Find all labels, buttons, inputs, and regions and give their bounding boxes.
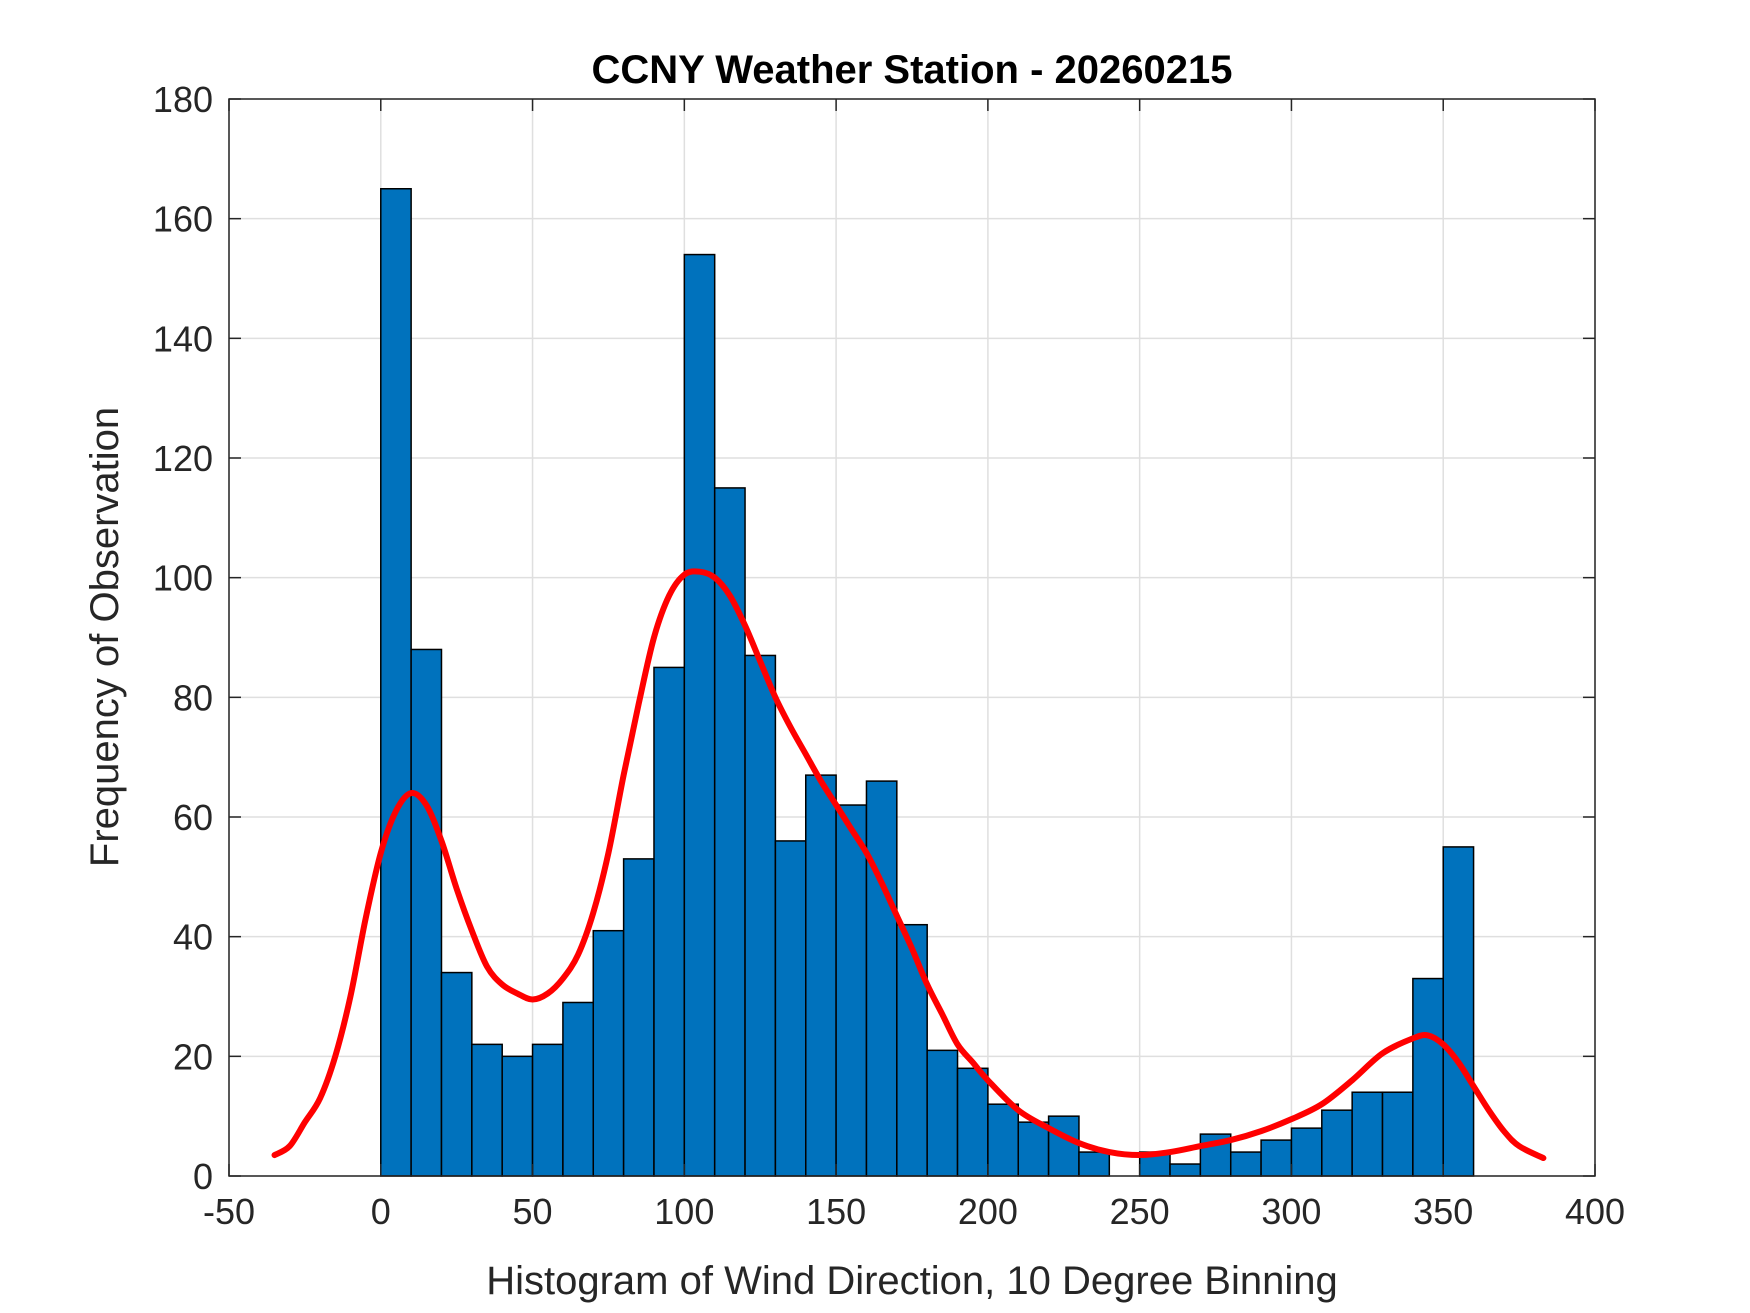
y-tick-label: 180: [153, 79, 213, 120]
y-tick-label: 40: [173, 917, 213, 958]
histogram-bar: [1351, 1091, 1384, 1177]
histogram-bar: [744, 654, 777, 1177]
y-tick-label: 80: [173, 677, 213, 718]
x-tick-label: 150: [806, 1191, 866, 1232]
y-tick-label: 60: [173, 797, 213, 838]
x-tick-label: 300: [1261, 1191, 1321, 1232]
x-tick-label: 0: [371, 1191, 391, 1232]
x-tick-label: 400: [1565, 1191, 1625, 1232]
histogram-bar: [440, 971, 473, 1177]
x-tick-label: 350: [1413, 1191, 1473, 1232]
histogram-bar: [1381, 1091, 1414, 1177]
histogram-bar: [410, 648, 443, 1177]
histogram-bar: [471, 1043, 503, 1177]
histogram-bar: [1412, 977, 1444, 1177]
y-axis-label: Frequency of Observation: [83, 407, 127, 867]
y-tick-label: 20: [173, 1036, 213, 1077]
histogram-bar: [1169, 1163, 1202, 1177]
histogram-bar: [1229, 1151, 1262, 1177]
y-tick-label: 140: [153, 318, 213, 359]
y-tick-labels: 0 20 40 60 80 100 120 140 160 180: [153, 79, 213, 1197]
y-tick-label: 100: [153, 558, 213, 599]
histogram-bar: [805, 774, 837, 1177]
y-tick-label: 160: [153, 199, 213, 240]
histogram-bar: [1442, 846, 1475, 1177]
x-tick-label: 200: [958, 1191, 1018, 1232]
histogram-bar: [622, 858, 655, 1177]
histogram-bar: [1017, 1121, 1050, 1177]
histogram-bar: [774, 840, 807, 1177]
x-tick-label: -50: [203, 1191, 255, 1232]
x-axis-label: Histogram of Wind Direction, 10 Degree B…: [486, 1259, 1338, 1303]
chart-title: CCNY Weather Station - 20260215: [592, 48, 1233, 92]
x-tick-label: 250: [1110, 1191, 1170, 1232]
histogram-bar: [926, 1049, 959, 1177]
histogram-bar: [713, 487, 746, 1177]
y-tick-label: 0: [193, 1156, 213, 1197]
histogram-bars: [380, 188, 1475, 1177]
histogram-bar: [531, 1043, 564, 1177]
histogram-bar: [1260, 1139, 1293, 1177]
plot-frame: [228, 98, 1596, 1177]
histogram-bar: [956, 1067, 989, 1177]
x-tick-label: 100: [654, 1191, 714, 1232]
y-tick-label: 120: [153, 438, 213, 479]
x-tick-label: 50: [513, 1191, 553, 1232]
histogram-bar: [683, 253, 716, 1177]
histogram-bar: [562, 1001, 595, 1177]
histogram-bar: [835, 804, 868, 1177]
histogram-bar: [1290, 1127, 1323, 1177]
histogram-bar: [1078, 1151, 1111, 1177]
histogram-bar: [896, 923, 928, 1177]
histogram-bar: [987, 1103, 1019, 1177]
histogram-bar: [865, 780, 898, 1177]
histogram-bar: [653, 666, 686, 1177]
histogram-bar: [592, 929, 625, 1177]
histogram-bar: [501, 1055, 534, 1177]
histogram-bar: [1321, 1109, 1353, 1177]
density-fit-curve: [271, 568, 1547, 1162]
axis-ticks: [228, 98, 1596, 1177]
histogram-bar: [380, 188, 412, 1177]
x-tick-labels: -50 0 50 100 150 200 250 300 350 400: [203, 1191, 1625, 1232]
histogram-bar: [1047, 1115, 1080, 1177]
